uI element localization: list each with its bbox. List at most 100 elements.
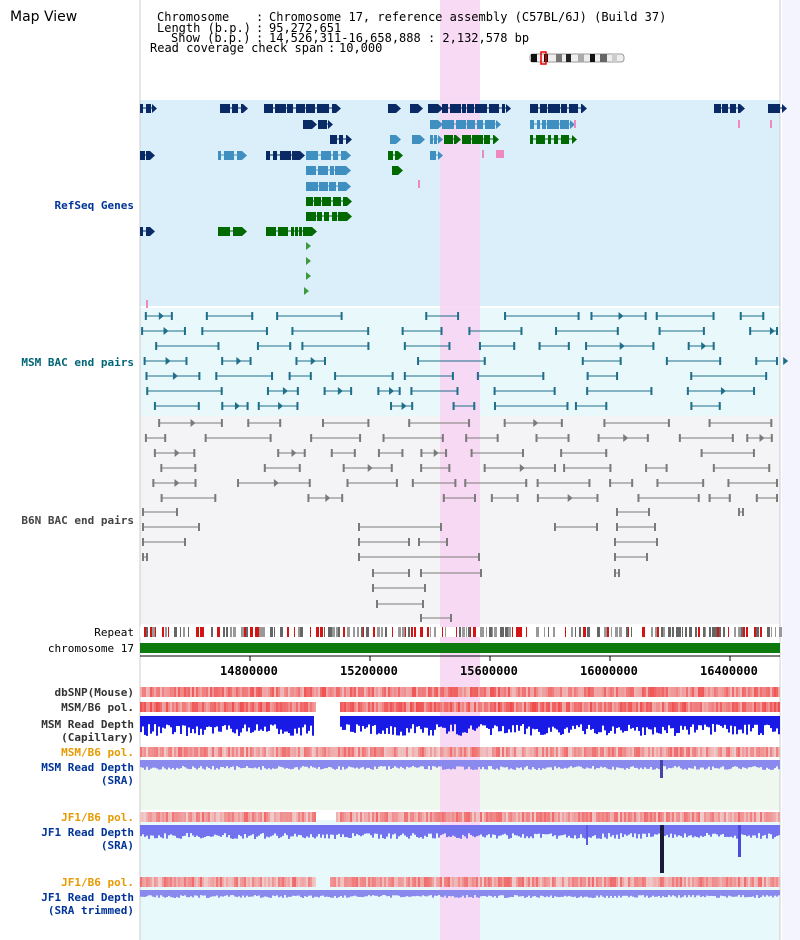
snp-density-bin: [528, 687, 530, 697]
snp-density-bin: [548, 687, 550, 697]
track-label-msm-depth-capillary[interactable]: MSM Read Depth (Capillary): [41, 718, 134, 744]
read-depth-bin: [648, 890, 650, 898]
snp-density-bin: [444, 812, 446, 822]
read-depth-bin: [450, 890, 452, 897]
track-label-jf1-depth-sra[interactable]: JF1 Read Depth (SRA): [41, 826, 134, 852]
read-depth-bin: [298, 716, 300, 728]
snp-density-bin: [296, 747, 298, 757]
snp-density-bin: [290, 812, 292, 822]
snp-density-bin: [222, 747, 224, 757]
track-label-msm-b6-pol[interactable]: MSM/B6 pol.: [61, 701, 134, 714]
gene-feature: [574, 120, 576, 128]
gene-feature: [140, 151, 155, 160]
read-depth-bin: [556, 716, 558, 730]
read-depth-bin: [368, 716, 370, 725]
snp-density-bin: [412, 812, 414, 822]
track-label-msm-bac[interactable]: MSM BAC end pairs: [21, 356, 134, 369]
read-depth-bin: [190, 760, 192, 770]
track-label-jf1-b6-pol[interactable]: JF1/B6 pol.: [61, 811, 134, 824]
read-depth-bin: [446, 716, 448, 734]
snp-density-bin: [628, 747, 630, 757]
snp-density-bin: [272, 702, 274, 712]
read-depth-bin: [742, 825, 744, 835]
repeat-element: [162, 627, 164, 637]
bac-pair: [256, 342, 292, 350]
snp-density-bin: [468, 687, 470, 697]
track-label-msm-depth-sra[interactable]: MSM Read Depth (SRA): [41, 761, 134, 787]
snp-density-bin: [542, 812, 544, 822]
track-label-refseq[interactable]: RefSeq Genes: [54, 199, 134, 212]
gene-feature: [530, 120, 575, 129]
read-depth-bin: [338, 825, 340, 834]
track-label-chromosome[interactable]: chromosome 17: [47, 642, 134, 655]
read-depth-bin: [414, 825, 416, 835]
snp-density-bin: [738, 687, 740, 697]
snp-density-bin: [644, 812, 646, 822]
read-depth-bin: [178, 716, 180, 727]
track-label-jf1-b6-pol-2[interactable]: JF1/B6 pol.: [61, 876, 134, 889]
snp-density-bin: [732, 702, 734, 712]
read-depth-bin: [378, 890, 380, 897]
read-depth-bin: [716, 890, 718, 898]
snp-density-bin: [156, 687, 158, 697]
snp-density-bin: [472, 747, 474, 757]
read-depth-bin: [188, 760, 190, 770]
snp-density-bin: [446, 747, 448, 757]
snp-density-bin: [602, 702, 604, 712]
read-depth-bin: [490, 716, 492, 736]
snp-density-bin: [208, 812, 210, 822]
gene-feature: [770, 120, 772, 128]
snp-density-bin: [184, 747, 186, 757]
snp-density-bin: [536, 687, 538, 697]
read-depth-bin: [636, 825, 638, 839]
read-depth-bin: [588, 825, 590, 838]
read-depth-bin: [626, 760, 628, 768]
snp-density-bin: [462, 687, 464, 697]
snp-density-bin: [470, 687, 472, 697]
repeat-element: [262, 627, 265, 637]
read-depth-bin: [618, 825, 620, 839]
repeat-element: [462, 627, 465, 637]
snp-density-bin: [600, 877, 602, 887]
track-label-repeat[interactable]: Repeat: [94, 626, 134, 639]
snp-density-bin: [190, 702, 192, 712]
snp-density-bin: [744, 687, 746, 697]
read-depth-bin: [516, 890, 518, 896]
snp-density-bin: [682, 702, 684, 712]
snp-density-bin: [264, 812, 266, 822]
track-label-b6n-bac[interactable]: B6N BAC end pairs: [21, 514, 134, 527]
read-depth-bin: [598, 825, 600, 839]
read-depth-bin: [166, 890, 168, 898]
read-depth-bin: [580, 716, 582, 725]
read-depth-bin: [224, 716, 226, 726]
snp-density-bin: [402, 812, 404, 822]
snp-density-bin: [466, 747, 468, 757]
read-depth-bin: [420, 825, 422, 838]
snp-density-bin: [228, 747, 230, 757]
track-label-msm-b6-pol-2[interactable]: MSM/B6 pol.: [61, 746, 134, 759]
track-label-jf1-depth-trimmed[interactable]: JF1 Read Depth (SRA trimmed): [41, 891, 134, 917]
snp-density-bin: [752, 877, 754, 887]
read-depth-bin: [722, 890, 724, 897]
snp-density-bin: [268, 702, 270, 712]
read-depth-bin: [548, 760, 550, 768]
snp-density-bin: [570, 877, 572, 887]
track-label-dbsnp[interactable]: dbSNP(Mouse): [54, 686, 134, 699]
read-depth-bin: [526, 760, 528, 767]
snp-density-bin: [456, 812, 458, 822]
snp-density-bin: [210, 877, 212, 887]
snp-density-bin: [438, 747, 440, 757]
snp-density-bin: [244, 687, 246, 697]
snp-density-bin: [554, 687, 556, 697]
read-depth-bin: [548, 890, 550, 898]
read-depth-bin: [222, 890, 224, 897]
read-depth-bin: [312, 716, 314, 736]
snp-density-bin: [510, 702, 512, 712]
snp-density-bin: [432, 747, 434, 757]
read-depth-bin: [682, 760, 684, 770]
repeat-element: [483, 627, 484, 637]
read-depth-bin: [736, 825, 738, 839]
snp-density-bin: [714, 877, 716, 887]
read-depth-bin: [654, 890, 656, 897]
